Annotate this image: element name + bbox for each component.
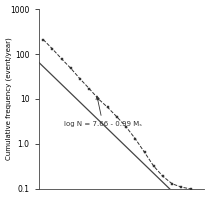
Text: log N = 7.66 - 0.99 Mₛ: log N = 7.66 - 0.99 Mₛ (64, 96, 142, 127)
Y-axis label: Cumulative frequency (event/year): Cumulative frequency (event/year) (5, 38, 12, 160)
